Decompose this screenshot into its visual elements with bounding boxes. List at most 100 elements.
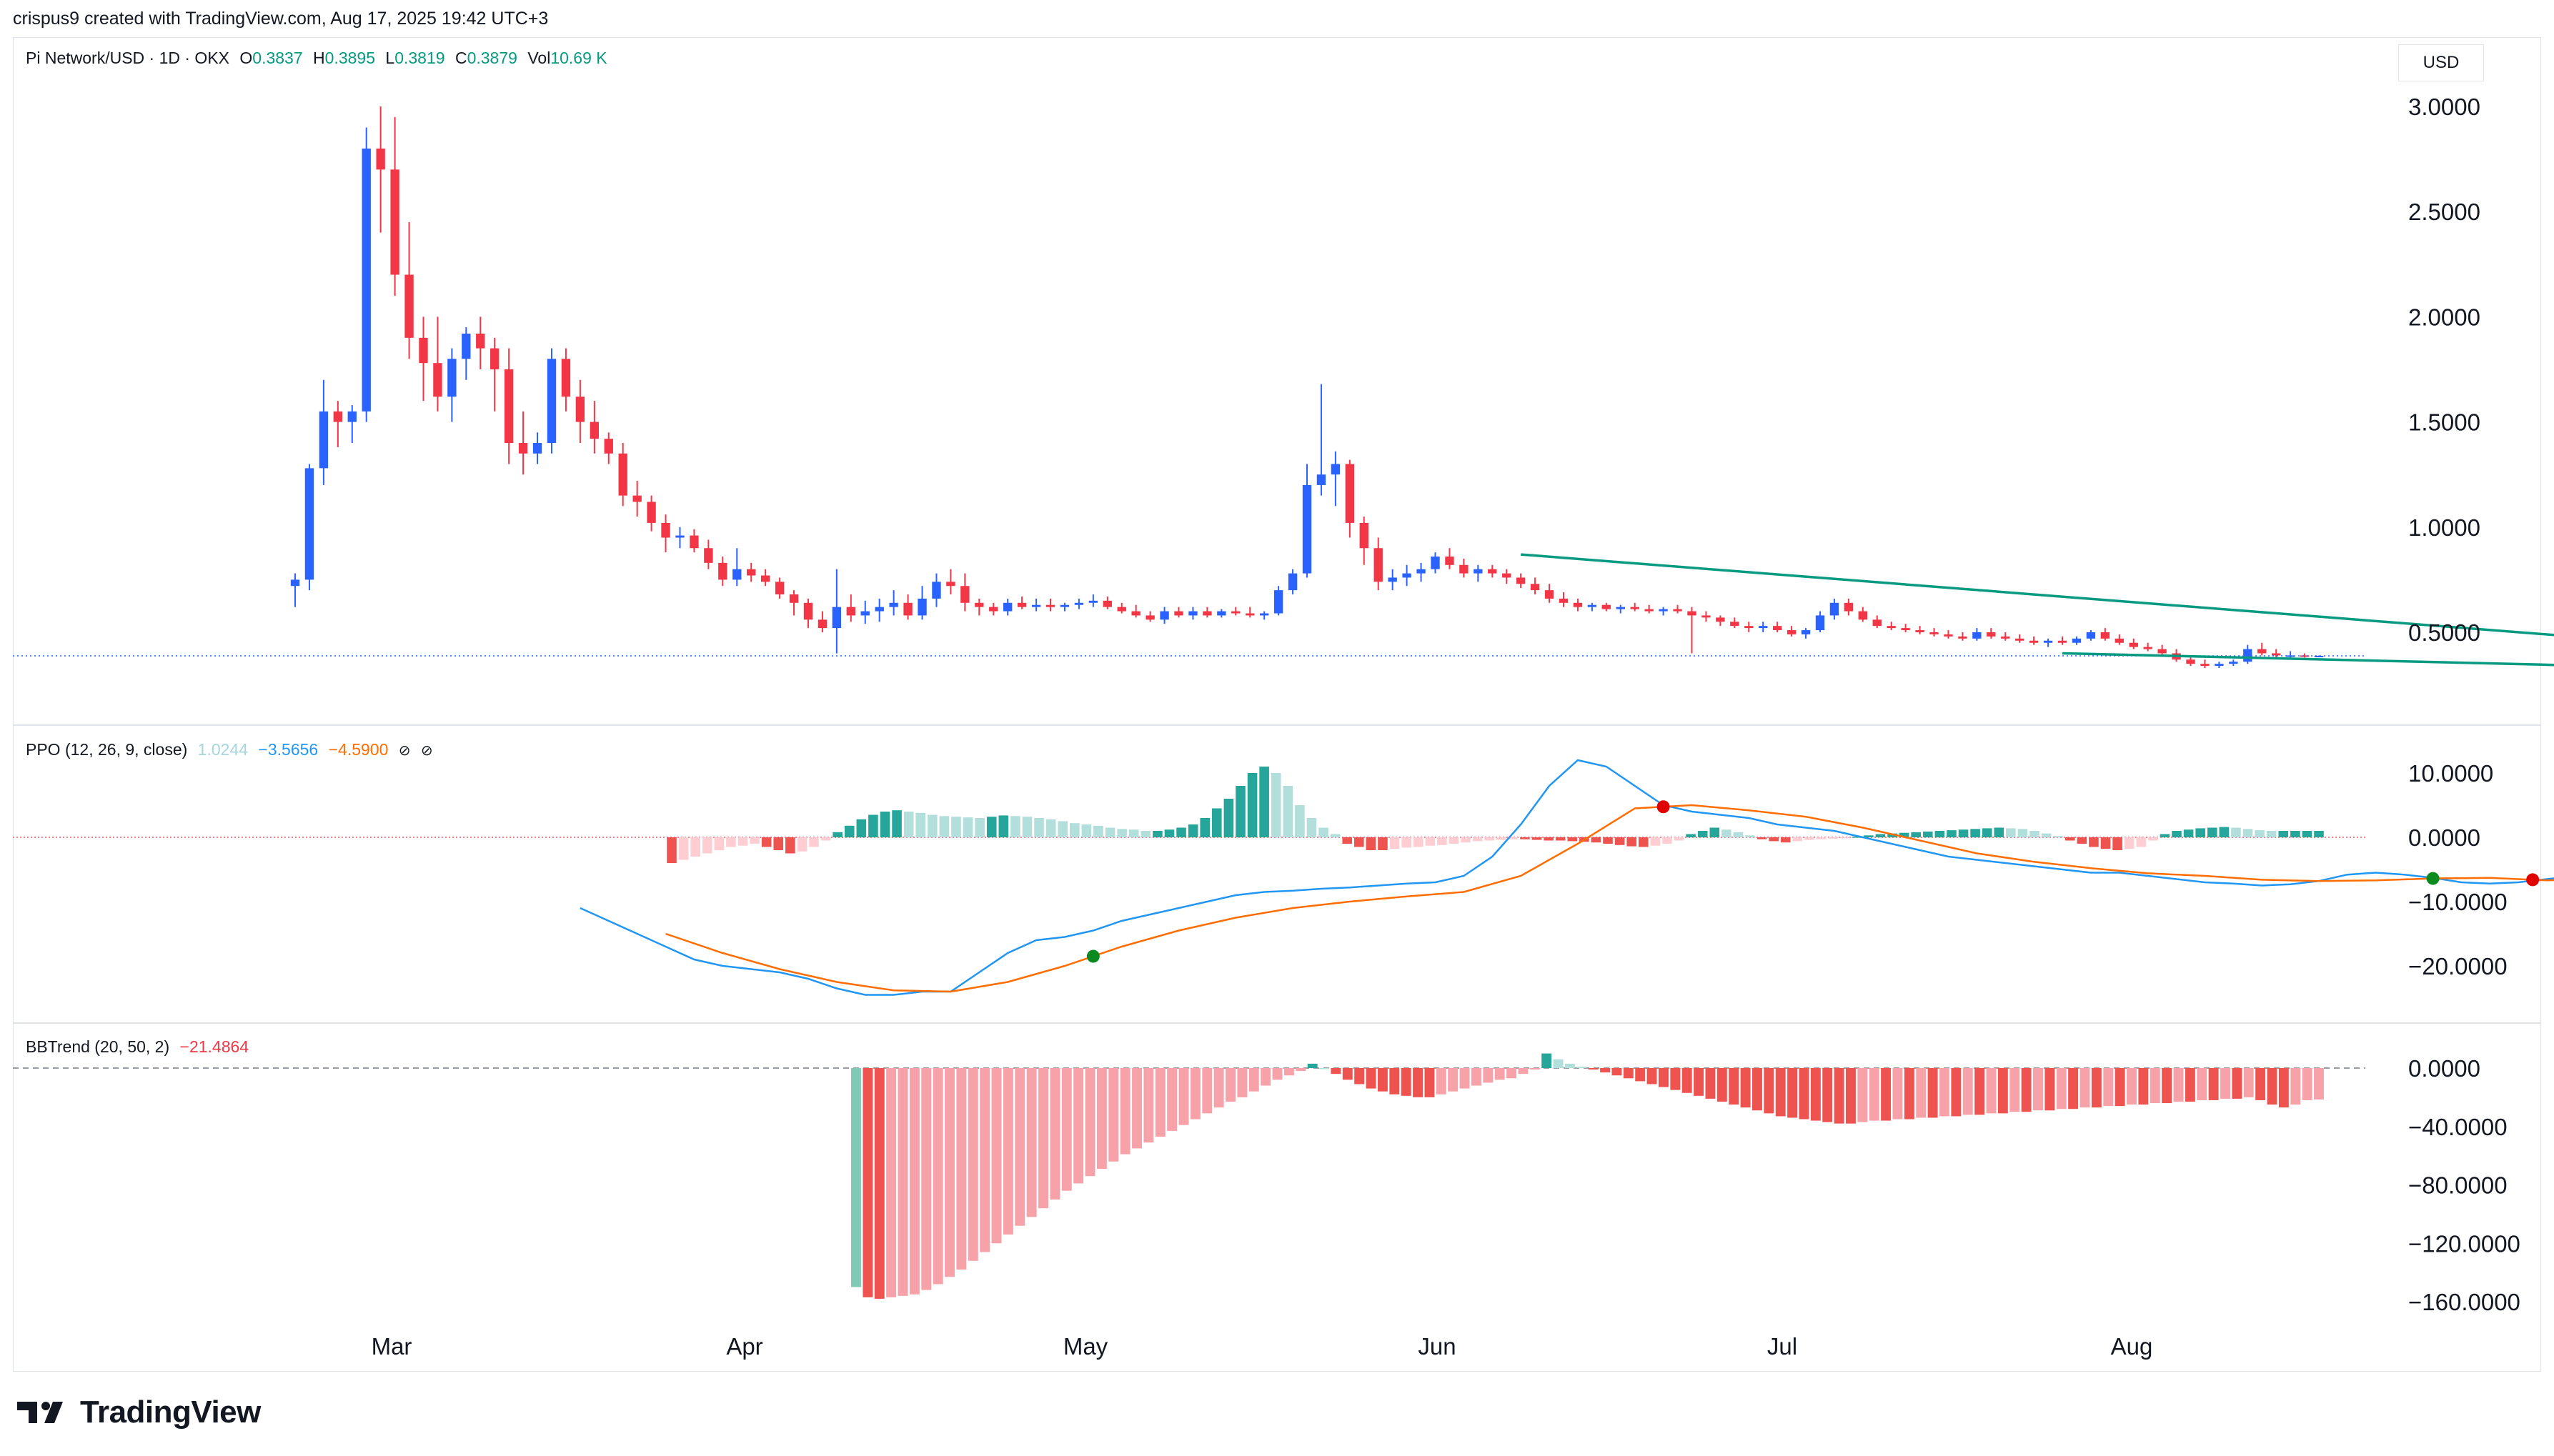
ppo-histogram-bar (820, 837, 831, 841)
candle-body (1117, 607, 1126, 612)
ppo-histogram-bar (2302, 831, 2312, 837)
bbtrend-bar (2080, 1068, 2090, 1108)
candle-body (362, 148, 371, 412)
ppo-histogram-bar (2255, 830, 2265, 837)
currency-selector[interactable]: USD (2398, 44, 2484, 81)
ppo-histogram-bar (1982, 828, 1992, 837)
bbtrend-bar (1248, 1068, 1259, 1092)
candle-body (1972, 632, 1982, 639)
ppo-histogram-bar (1141, 831, 1151, 837)
candle-body (1316, 474, 1326, 485)
bbtrend-bar (1190, 1068, 1201, 1120)
candle-body (1787, 630, 1797, 634)
candle-body (1744, 626, 1754, 629)
bbtrend-title[interactable]: BBTrend (20, 50, 2) (26, 1037, 170, 1056)
bbtrend-legend[interactable]: BBTrend (20, 50, 2) −21.4864 (26, 1037, 254, 1057)
bbtrend-axis-tick: −40.0000 (2408, 1114, 2508, 1140)
candle-body (1088, 600, 1098, 603)
candle-body (1416, 569, 1426, 574)
candle-body (903, 602, 913, 616)
ppo-histogram-bar (1828, 837, 1838, 839)
bbtrend-bar (2302, 1068, 2312, 1100)
ppo-histogram-bar (2006, 828, 2016, 837)
bbtrend-bar (1354, 1068, 1365, 1084)
ppo-histogram-bar (1839, 837, 1850, 839)
candle-body (490, 348, 500, 369)
ppo-histogram-bar (1093, 825, 1103, 837)
ppo-histogram-bar (2089, 837, 2099, 847)
ppo-histogram-bar (1342, 837, 1353, 844)
ppo-histogram-bar (1449, 837, 1459, 844)
bbtrend-bar (921, 1068, 932, 1290)
ppo-histogram-bar (1200, 818, 1211, 837)
ppo-histogram-bar (833, 832, 843, 837)
candle-body (661, 522, 670, 538)
bbtrend-bar (2056, 1068, 2067, 1110)
ppo-histogram-bar (2183, 829, 2194, 837)
ppo-histogram-bar (1283, 786, 1293, 837)
candle-body (2186, 659, 2195, 664)
candle-body (447, 359, 457, 397)
ppo-histogram-bar (1638, 837, 1649, 847)
ppo-histogram-bar (1757, 837, 1767, 839)
time-axis-label: Aug (2111, 1333, 2153, 1360)
ppo-title[interactable]: PPO (12, 26, 9, close) (26, 740, 188, 759)
bbtrend-bar (898, 1068, 908, 1296)
bbtrend-bar (1319, 1068, 1329, 1069)
ppo-histogram-bar (1650, 837, 1661, 846)
bbtrend-bar (1003, 1068, 1013, 1235)
tradingview-logo[interactable]: TradingView (17, 1395, 261, 1430)
hidden-plot-icon[interactable]: ⊘ (420, 743, 433, 759)
bbtrend-bar (1775, 1068, 1786, 1117)
bbtrend-bar (1155, 1068, 1166, 1137)
bbtrend-bar (956, 1068, 967, 1270)
candle-body (1587, 604, 1597, 607)
ppo-histogram-bar (726, 837, 736, 847)
ppo-histogram-bar (1437, 837, 1447, 845)
bbtrend-bar (1026, 1068, 1037, 1217)
bbtrend-bar (1038, 1068, 1048, 1209)
ppo-histogram-bar (797, 837, 808, 852)
ppo-histogram-bar (667, 837, 677, 863)
ppo-histogram-bar (1259, 767, 1269, 837)
candle-body (1359, 522, 1368, 549)
ppo-histogram-bar (1058, 821, 1068, 837)
symbol-label[interactable]: Pi Network/USD · 1D · OKX (26, 49, 229, 67)
ppo-histogram-bar (1686, 834, 1696, 837)
bbtrend-bar (933, 1068, 943, 1285)
candle-body (1474, 569, 1483, 574)
bbtrend-bar (1939, 1068, 1949, 1117)
candle-body (1188, 611, 1198, 616)
chart-frame[interactable] (13, 37, 2541, 1372)
bbtrend-bar (1401, 1068, 1411, 1096)
ppo-histogram-bar (915, 812, 926, 837)
time-axis-label: Jul (1767, 1333, 1797, 1360)
candle-body (1459, 564, 1469, 574)
ppo-histogram-bar (2017, 829, 2028, 837)
candle-body (319, 411, 329, 469)
candle-body (1815, 615, 1825, 631)
candle-body (2115, 638, 2124, 643)
low-readout: L0.3819 (385, 49, 445, 67)
candle-body (304, 468, 314, 580)
ppo-histogram-bar (678, 837, 689, 860)
ppo-histogram-bar (2053, 836, 2063, 837)
candle-body (1231, 611, 1241, 614)
bbtrend-bar (1132, 1068, 1142, 1149)
main-legend[interactable]: Pi Network/USD · 1D · OKX O0.3837 H0.389… (26, 49, 613, 68)
candle-body (1887, 626, 1896, 629)
ppo-histogram-bar (1947, 830, 1957, 837)
bbtrend-bar (1541, 1053, 1552, 1068)
bbtrend-bar (1377, 1068, 1388, 1092)
ppo-histogram-bar (750, 837, 760, 844)
hidden-plot-icon[interactable]: ⊘ (398, 743, 411, 759)
bbtrend-bar (863, 1068, 873, 1297)
ppo-histogram-bar (892, 810, 902, 837)
ppo-legend[interactable]: PPO (12, 26, 9, close) 1.0244 −3.5656 −4… (26, 740, 439, 759)
candle-body (1772, 626, 1782, 631)
candle-body (1273, 590, 1283, 614)
candle-body (732, 569, 742, 580)
bbtrend-bar (1846, 1068, 1856, 1124)
candle-body (1573, 602, 1583, 607)
